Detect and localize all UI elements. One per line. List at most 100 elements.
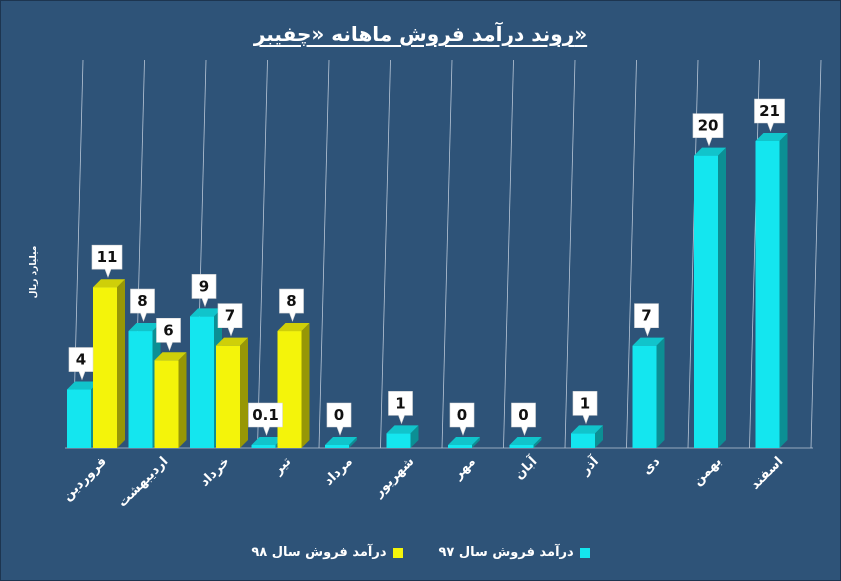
data-label-97-2: 9 [191,274,217,308]
data-label-97-3-text: 0.1 [252,406,279,424]
bar-97-3-top [251,437,284,445]
bar-97-11-side [779,133,788,448]
bar-97-4-top [325,437,357,445]
bar-97-9-top [632,337,665,346]
bar-97-3-front [251,445,276,448]
bar-98-1-front [154,360,179,448]
data-label-97-10: 20 [692,113,724,147]
data-label-97-1: 8 [130,288,155,322]
bar-97-9-side [656,337,665,448]
x-tick-label-1: اردیبهشت [115,454,171,510]
data-label-97-3: 0.1 [248,402,283,436]
bar-97-10-front [694,155,718,448]
data-label-98-0-box [91,244,123,279]
bar-97-8-front [571,433,595,448]
data-label-98-0-text: 11 [97,248,118,266]
bar-97-11-front [755,141,780,448]
legend-label-98: درآمد فروش سال ۹۸ [251,545,387,560]
data-label-97-4-text: 0 [334,406,344,424]
bar-98-0-top [93,279,125,288]
x-tick-label-2: خرداد [197,454,233,490]
bar-97-0-top [67,381,99,390]
bar-97-7 [509,437,542,448]
legend-item-98: درآمد فروش سال ۹۸ [251,545,403,560]
bar-98-3 [277,323,310,448]
data-label-97-0-text: 4 [76,351,86,369]
bar-97-7-front [509,445,534,448]
gridline [257,59,268,449]
bar-97-8-top [571,425,603,434]
data-label-97-2-text: 9 [199,277,209,295]
bar-97-1-front [128,331,153,448]
bar-97-6-top [448,437,480,445]
bar-98-2-front [216,345,240,448]
x-tick-label-5: شهریور [371,454,418,501]
x-tick-label-4: مرداد [321,454,356,489]
gridline [810,59,822,449]
data-label-97-4: 0 [326,402,352,436]
bar-97-6 [448,437,480,448]
data-label-97-5-text: 1 [395,394,405,412]
data-label-98-1-text: 6 [163,321,173,339]
chart-title: روند درآمد فروش ماهانه «چفیبر» [253,22,588,46]
legend-item-97: درآمد فروش سال ۹۷ [439,545,590,560]
data-label-98-3: 8 [279,288,304,322]
bar-97-4-front [325,445,349,448]
bar-98-1 [154,352,187,448]
data-label-98-3-box [279,288,304,322]
bar-98-0-side [117,279,125,448]
bar-97-4-side [349,437,357,448]
bar-98-0-front [93,287,117,448]
chart-legend: درآمد فروش سال ۹۷ درآمد فروش سال ۹۸ [0,545,841,560]
data-label-97-10-box [692,113,724,147]
data-label-97-11-box [754,98,785,132]
bar-97-9 [632,337,665,448]
bar-97-9-front [632,345,657,448]
data-label-97-5: 1 [388,391,413,425]
bar-97-5-front [386,433,411,448]
bar-97-10 [694,147,726,448]
bar-98-3-side [301,323,310,448]
bar-97-11 [755,133,788,448]
data-label-97-10-text: 20 [698,117,719,135]
x-tick-label-11: اسفند [748,454,786,492]
data-label-98-1: 6 [156,317,181,352]
bar-97-4 [325,437,357,448]
bar-97-10-side [718,147,726,448]
gridline [441,59,453,449]
data-label-97-9: 7 [634,303,659,337]
data-label-97-7-text: 0 [518,406,528,424]
bar-97-7-top [509,437,542,445]
bar-98-2-side [240,337,248,448]
data-label-97-5-box [388,391,413,425]
gridline [564,59,576,449]
gridline [626,59,637,449]
data-label-97-1-box [130,288,155,322]
data-label-97-8-text: 1 [580,394,590,412]
data-label-97-7: 0 [511,402,536,436]
bar-98-3-front [277,331,302,448]
data-label-97-4-box [326,402,352,436]
data-label-98-0: 11 [91,244,123,279]
data-label-98-3-text: 8 [286,292,296,310]
bar-98-1-side [178,352,187,448]
bar-97-5-side [410,425,419,448]
bar-98-0 [93,279,125,448]
legend-label-97: درآمد فروش سال ۹۷ [438,545,574,560]
data-label-97-6: 0 [449,402,475,436]
data-label-97-8-box [572,391,598,425]
bar-97-10-top [694,147,726,156]
data-label-97-9-box [634,303,659,337]
data-label-97-11: 21 [754,98,785,132]
bar-97-6-front [448,445,472,448]
gridline [380,59,391,449]
bar-97-0-front [67,389,91,448]
x-tick-label-6: مهر [450,454,479,483]
bar-98-2-top [216,337,248,346]
bar-98-3-top [277,323,310,332]
legend-swatch-97 [579,547,590,558]
data-label-97-7-box [511,402,536,436]
gridline [318,59,330,449]
data-label-97-6-box [449,402,475,436]
